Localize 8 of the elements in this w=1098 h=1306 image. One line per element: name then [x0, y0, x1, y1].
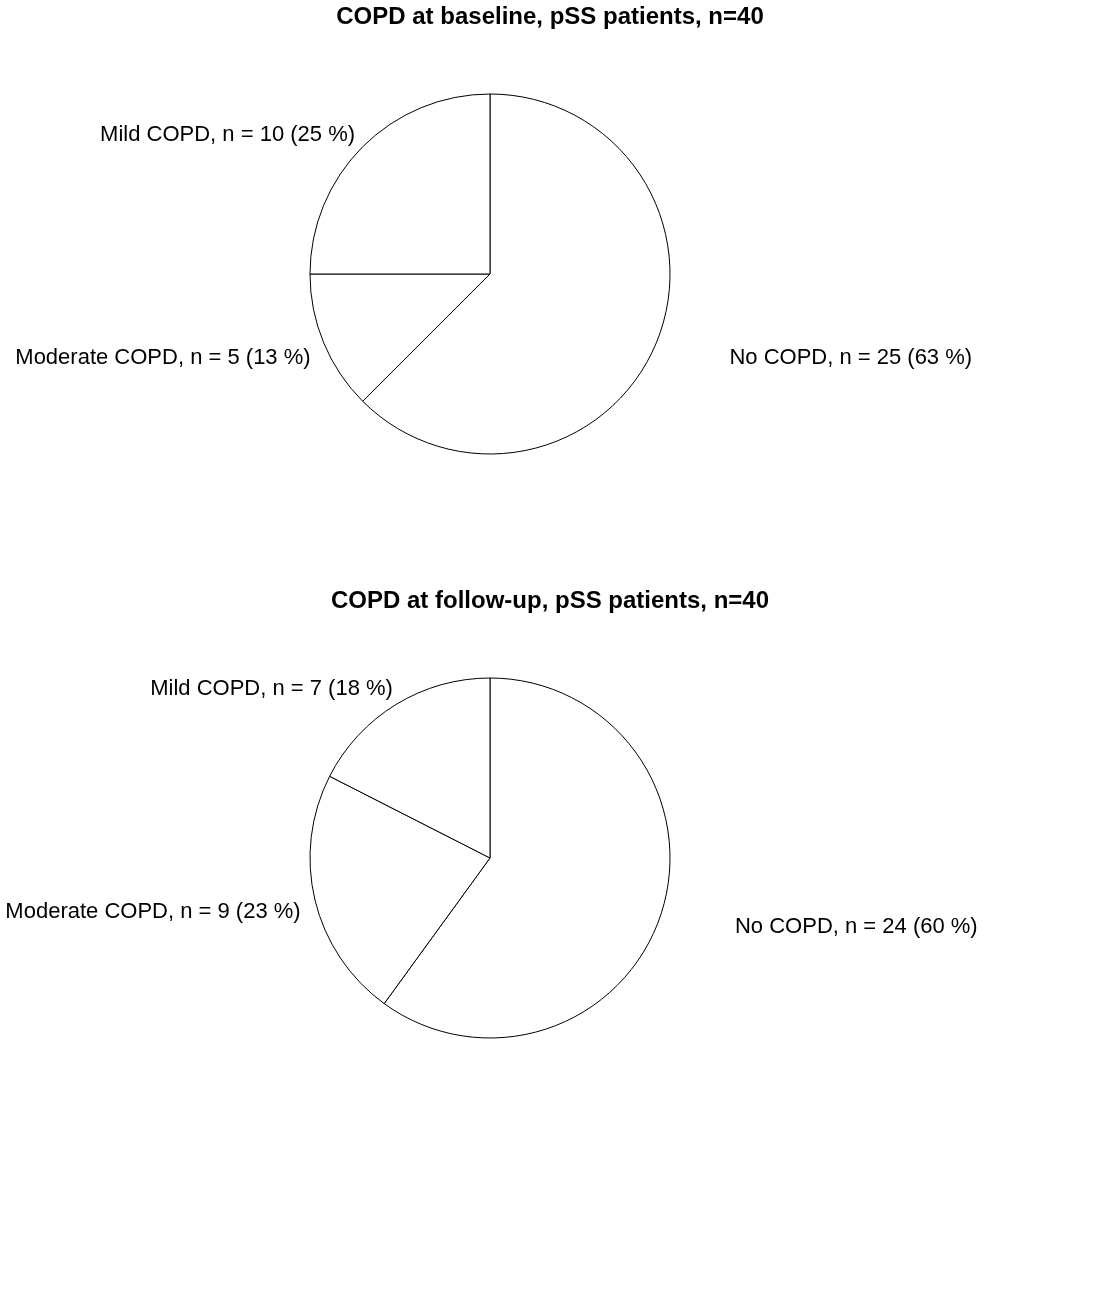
slice-label: Mild COPD, n = 7 (18 %) [150, 675, 393, 701]
chart-title: COPD at follow-up, pSS patients, n=40 [330, 586, 770, 613]
slice-label: No COPD, n = 24 (60 %) [734, 913, 978, 939]
chart-title: COPD at baseline, pSS patients, n=40 [336, 2, 764, 29]
slice-label: No COPD, n = 25 (63 %) [729, 344, 973, 370]
slice-label: Moderate COPD, n = 9 (23 %) [5, 897, 301, 923]
slice-label: Mild COPD, n = 10 (25 %) [100, 121, 356, 147]
slice-label: Moderate COPD, n = 5 (13 %) [15, 344, 311, 370]
